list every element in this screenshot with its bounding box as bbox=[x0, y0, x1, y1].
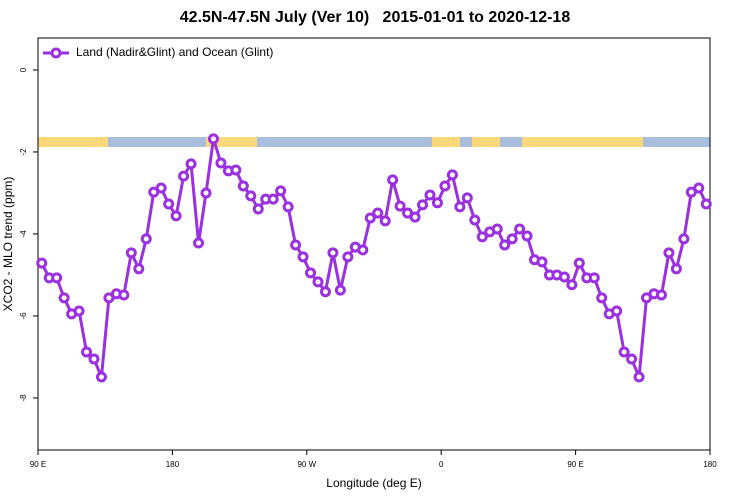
point bbox=[185, 158, 197, 170]
point bbox=[469, 214, 481, 226]
point bbox=[364, 212, 376, 224]
x-tick-label: 90 W bbox=[297, 460, 316, 469]
x-axis-label: Longitude (deg E) bbox=[326, 476, 421, 490]
band-ocean bbox=[108, 137, 126, 147]
point bbox=[379, 215, 391, 227]
x-tick-label: 0 bbox=[439, 460, 444, 469]
point bbox=[297, 251, 309, 263]
point bbox=[252, 203, 264, 215]
point bbox=[118, 289, 130, 301]
legend-label: Land (Nadir&Glint) and Ocean (Glint) bbox=[76, 45, 273, 59]
band-ocean bbox=[257, 137, 432, 147]
point bbox=[342, 251, 354, 263]
point bbox=[73, 305, 85, 317]
point bbox=[655, 289, 667, 301]
plot-frame bbox=[37, 37, 711, 451]
point bbox=[633, 371, 645, 383]
point bbox=[387, 174, 399, 186]
point bbox=[334, 284, 346, 296]
point bbox=[678, 233, 690, 245]
point bbox=[312, 276, 324, 288]
point bbox=[282, 201, 294, 213]
point bbox=[558, 271, 570, 283]
y-axis-label: XCO2 - MLO trend (ppm) bbox=[1, 177, 15, 312]
point bbox=[439, 180, 451, 192]
y-tick-label: -4 bbox=[19, 230, 28, 238]
point bbox=[36, 257, 48, 269]
point bbox=[476, 231, 488, 243]
y-tick-label: -6 bbox=[19, 312, 28, 320]
point bbox=[670, 263, 682, 275]
point bbox=[81, 346, 93, 358]
point bbox=[491, 223, 503, 235]
point bbox=[207, 133, 219, 145]
point bbox=[163, 198, 175, 210]
point bbox=[275, 185, 287, 197]
point bbox=[245, 190, 257, 202]
point bbox=[454, 201, 466, 213]
point bbox=[611, 305, 623, 317]
point bbox=[290, 239, 302, 251]
surface-band bbox=[38, 137, 710, 147]
point bbox=[88, 353, 100, 365]
point bbox=[461, 192, 473, 204]
point bbox=[125, 247, 137, 259]
x-tick-label: 90 E bbox=[567, 460, 583, 469]
point bbox=[424, 189, 436, 201]
band-ocean bbox=[643, 137, 710, 147]
point bbox=[573, 257, 585, 269]
point bbox=[499, 239, 511, 251]
point bbox=[51, 272, 63, 284]
point bbox=[200, 187, 212, 199]
x-tick-label: 90 E bbox=[30, 460, 46, 469]
point bbox=[693, 182, 705, 194]
point bbox=[536, 256, 548, 268]
point bbox=[663, 247, 675, 259]
point bbox=[327, 247, 339, 259]
point bbox=[305, 267, 317, 279]
point bbox=[431, 197, 443, 209]
point bbox=[319, 286, 331, 298]
point bbox=[267, 193, 279, 205]
point bbox=[596, 292, 608, 304]
band-ocean bbox=[126, 137, 206, 147]
point bbox=[506, 233, 518, 245]
y-tick-label: -2 bbox=[19, 148, 28, 156]
point bbox=[357, 244, 369, 256]
point bbox=[521, 230, 533, 242]
point bbox=[193, 237, 205, 249]
point bbox=[170, 210, 182, 222]
point bbox=[446, 169, 458, 181]
point bbox=[178, 170, 190, 182]
point bbox=[155, 182, 167, 194]
band-ocean bbox=[500, 137, 522, 147]
x-tick-label: 180 bbox=[703, 460, 717, 469]
point bbox=[514, 223, 526, 235]
point bbox=[566, 279, 578, 291]
point bbox=[140, 233, 152, 245]
point bbox=[618, 346, 630, 358]
point bbox=[95, 371, 107, 383]
y-tick-label: 0 bbox=[19, 67, 28, 72]
point bbox=[409, 211, 421, 223]
point bbox=[58, 292, 70, 304]
point bbox=[133, 263, 145, 275]
chart-title: 42.5N-47.5N July (Ver 10) 2015-01-01 to … bbox=[180, 9, 571, 26]
point bbox=[372, 207, 384, 219]
point bbox=[215, 157, 227, 169]
legend-marker bbox=[50, 47, 62, 59]
point bbox=[394, 200, 406, 212]
point bbox=[237, 180, 249, 192]
point bbox=[230, 164, 242, 176]
point bbox=[588, 272, 600, 284]
point bbox=[417, 199, 429, 211]
band-ocean bbox=[460, 137, 472, 147]
y-tick-label: -8 bbox=[19, 394, 28, 402]
x-tick-label: 180 bbox=[166, 460, 180, 469]
point bbox=[700, 198, 712, 210]
point bbox=[626, 353, 638, 365]
